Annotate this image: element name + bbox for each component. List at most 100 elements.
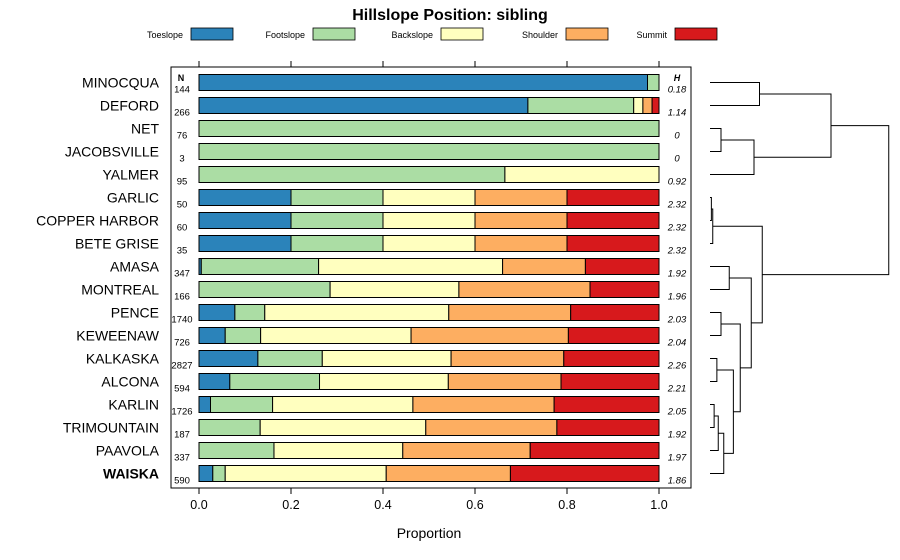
category-label: ALCONA bbox=[101, 374, 159, 390]
bar-segment-toeslope bbox=[198, 327, 226, 344]
legend-swatch-toeslope bbox=[190, 27, 234, 41]
category-label: KARLIN bbox=[108, 397, 159, 413]
bar-segment-footslope bbox=[647, 74, 660, 91]
n-value: 35 bbox=[177, 246, 188, 257]
bar-segment-shoulder bbox=[474, 189, 568, 206]
bar-segment-toeslope bbox=[198, 189, 292, 206]
row-montreal: MONTREAL 166 1.96 bbox=[81, 281, 687, 303]
row-copper-harbor: COPPER HARBOR 60 2.32 bbox=[36, 212, 687, 234]
bar-segment-backslope bbox=[633, 97, 644, 114]
bar-segment-summit bbox=[566, 235, 660, 252]
row-trimountain: TRIMOUNTAIN 187 1.92 bbox=[63, 419, 687, 441]
row-deford: DEFORD 266 1.14 bbox=[100, 97, 687, 119]
legend-label-toeslope: Toeslope bbox=[147, 30, 183, 40]
bar-segment-shoulder bbox=[412, 396, 555, 413]
bar-segment-toeslope bbox=[198, 373, 231, 390]
h-value: 1.96 bbox=[668, 292, 687, 303]
bar-segment-footslope bbox=[234, 304, 266, 321]
bar-segment-summit bbox=[651, 97, 660, 114]
category-label: MINOCQUA bbox=[82, 75, 160, 91]
bar-segment-summit bbox=[584, 258, 660, 275]
row-waiska: WAISKA 590 1.86 bbox=[103, 465, 687, 487]
bar-segment-summit bbox=[566, 212, 660, 229]
bar-segment-backslope bbox=[273, 442, 404, 459]
h-value: 2.26 bbox=[667, 361, 687, 372]
dendrogram-link bbox=[710, 82, 760, 106]
bar-segment-footslope bbox=[290, 235, 384, 252]
category-label: BETE GRISE bbox=[75, 236, 159, 252]
category-label: MONTREAL bbox=[81, 282, 159, 298]
bar-segment-shoulder bbox=[448, 304, 572, 321]
bar-segment-backslope bbox=[504, 166, 660, 183]
row-alcona: ALCONA 594 2.21 bbox=[101, 373, 687, 395]
bar-segment-footslope bbox=[198, 419, 261, 436]
bar-segment-summit bbox=[589, 281, 660, 298]
dendrogram-link bbox=[710, 139, 755, 175]
bar-segment-footslope bbox=[229, 373, 321, 390]
h-value: 2.05 bbox=[667, 407, 687, 418]
row-yalmer: YALMER 95 0.92 bbox=[102, 166, 687, 188]
bar-segment-shoulder bbox=[458, 281, 591, 298]
h-value: 2.04 bbox=[667, 338, 687, 349]
dendrogram-link bbox=[710, 128, 722, 152]
bar-segment-footslope bbox=[198, 143, 660, 160]
h-value: 2.32 bbox=[667, 200, 687, 211]
h-value: 0.92 bbox=[668, 177, 687, 188]
bar-segment-footslope bbox=[224, 327, 262, 344]
n-value: 590 bbox=[174, 476, 190, 487]
row-karlin: KARLIN 1726 2.05 bbox=[108, 396, 687, 418]
row-amasa: AMASA 347 1.92 bbox=[110, 258, 687, 280]
bar-segment-toeslope bbox=[198, 97, 529, 114]
h-value: 0 bbox=[674, 154, 680, 165]
bar-segment-toeslope bbox=[198, 304, 236, 321]
bar-segment-shoulder bbox=[385, 465, 511, 482]
row-net: NET 76 0 bbox=[131, 120, 680, 142]
n-value: 76 bbox=[177, 131, 188, 142]
h-value: 1.14 bbox=[668, 108, 687, 119]
legend-swatch-summit bbox=[674, 27, 718, 41]
row-jacobsville: JACOBSVILLE 3 0 bbox=[65, 143, 680, 165]
n-value: 50 bbox=[177, 200, 188, 211]
h-value: 2.03 bbox=[667, 315, 687, 326]
n-value: 187 bbox=[174, 430, 190, 441]
bar-segment-backslope bbox=[382, 212, 476, 229]
dendrogram-link bbox=[710, 432, 725, 474]
bar-segment-backslope bbox=[329, 281, 460, 298]
h-value: 1.92 bbox=[668, 269, 687, 280]
h-column-header: H bbox=[674, 73, 681, 83]
h-value: 1.97 bbox=[668, 453, 687, 464]
bar-segment-summit bbox=[567, 327, 660, 344]
h-value: 2.21 bbox=[667, 384, 687, 395]
dendrogram-link bbox=[762, 125, 890, 276]
n-column-header: N bbox=[178, 73, 185, 83]
dendrogram bbox=[710, 82, 890, 474]
bar-segment-shoulder bbox=[474, 235, 568, 252]
category-label: NET bbox=[131, 121, 159, 137]
bar-segment-toeslope bbox=[198, 396, 211, 413]
x-tick-label: 0.0 bbox=[190, 498, 207, 512]
legend-label-footslope: Footslope bbox=[265, 30, 305, 40]
plot-frame bbox=[170, 66, 692, 489]
bar-segment-toeslope bbox=[198, 465, 214, 482]
bar-segment-toeslope bbox=[198, 235, 292, 252]
n-value: 166 bbox=[174, 292, 190, 303]
dendrogram-link bbox=[716, 369, 734, 454]
category-label: COPPER HARBOR bbox=[36, 213, 159, 229]
h-value: 2.32 bbox=[667, 246, 687, 257]
dendrogram-link bbox=[721, 323, 741, 413]
x-tick-label: 1.0 bbox=[650, 498, 667, 512]
category-label: PENCE bbox=[111, 305, 159, 321]
row-keweenaw: KEWEENAW 726 2.04 bbox=[76, 327, 687, 349]
bar-segment-backslope bbox=[382, 235, 476, 252]
x-tick-label: 0.2 bbox=[282, 498, 299, 512]
bar-segment-toeslope bbox=[198, 74, 648, 91]
bar-segment-shoulder bbox=[642, 97, 653, 114]
bar-segment-backslope bbox=[224, 465, 387, 482]
category-label: AMASA bbox=[110, 259, 160, 275]
x-tick-label: 0.4 bbox=[374, 498, 391, 512]
n-value: 1740 bbox=[171, 315, 192, 326]
bar-segment-footslope bbox=[290, 212, 384, 229]
category-label: DEFORD bbox=[100, 98, 159, 114]
bar-segment-footslope bbox=[257, 350, 323, 367]
